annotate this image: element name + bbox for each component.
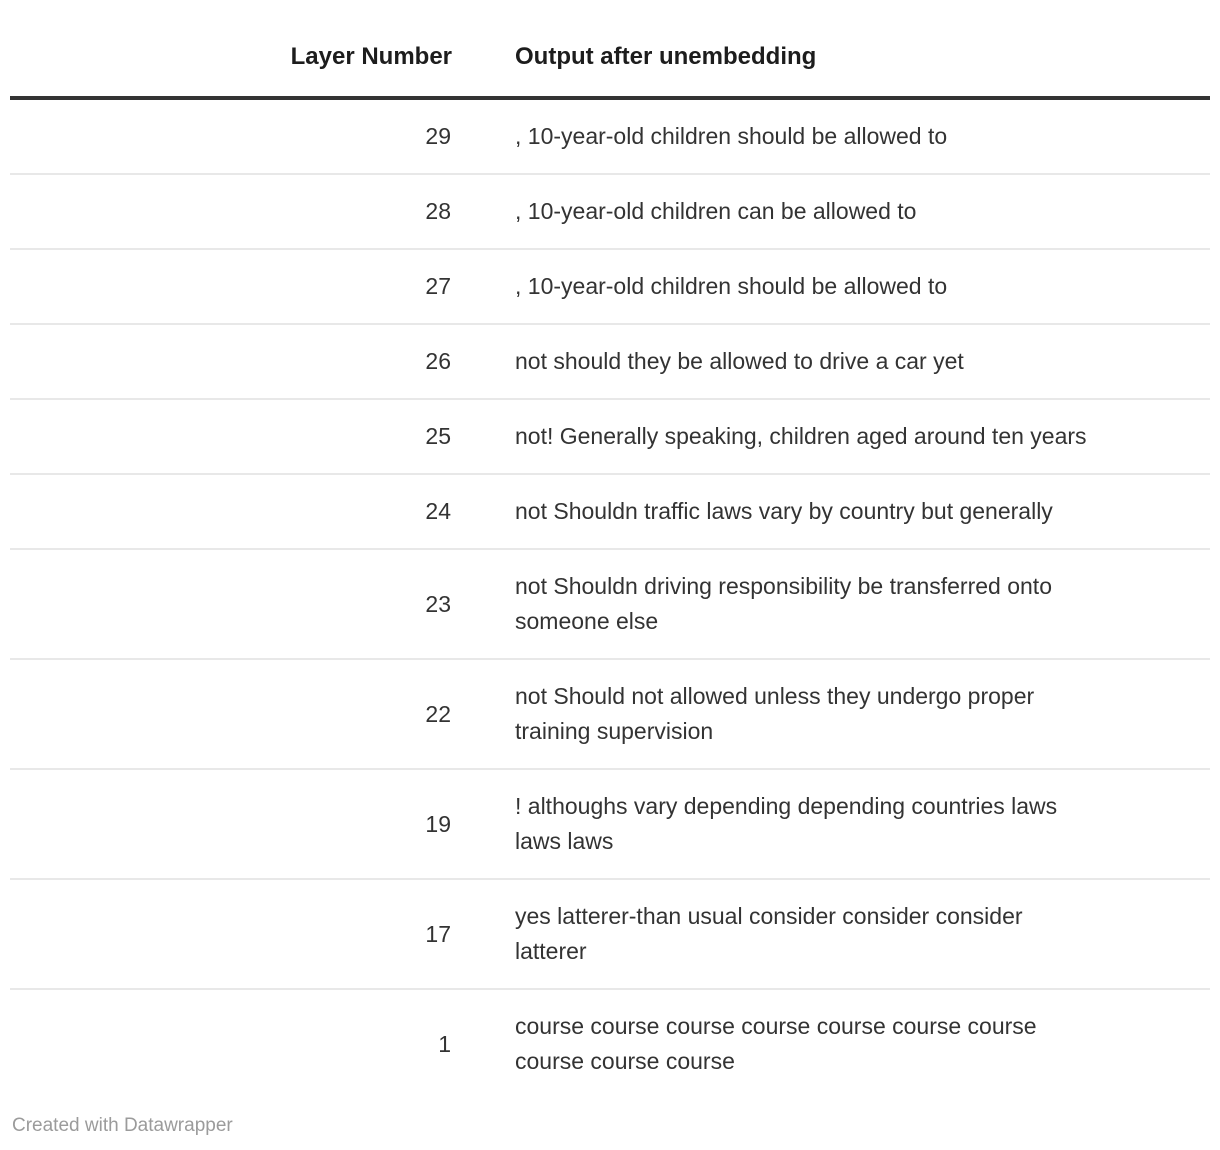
table-row: 23 not Shouldn driving responsibility be … <box>10 549 1210 660</box>
table-row: 1 course course course course course cour… <box>10 989 1210 1098</box>
table-row: 25 not! Generally speaking, children aged… <box>10 399 1210 475</box>
layer-number-cell: 23 <box>10 549 452 660</box>
table-row: 28, 10-year-old children can be allowed … <box>10 174 1210 250</box>
column-header-output-after-unembedding: Output after unembedding <box>452 42 1210 100</box>
output-cell: not Should not allowed unless they under… <box>452 659 1210 770</box>
output-cell: , 10-year-old children should be allowed… <box>452 249 1210 325</box>
table-row: 29, 10-year-old children should be allow… <box>10 98 1210 175</box>
table-header-row: Layer Number Output after unembedding <box>10 42 1210 100</box>
output-cell: not Shouldn driving responsibility be tr… <box>452 549 1210 660</box>
layer-number-cell: 26 <box>10 324 452 400</box>
table-body: 29, 10-year-old children should be allow… <box>10 98 1210 1098</box>
layer-number-cell: 17 <box>10 879 452 990</box>
layer-number-cell: 22 <box>10 659 452 770</box>
datawrapper-credit: Created with Datawrapper <box>12 1115 233 1136</box>
output-cell: yes latterer-than usual consider conside… <box>452 879 1210 990</box>
table-row: 17 yes latterer-than usual consider consi… <box>10 879 1210 990</box>
table-row: 19! althoughs vary depending depending c… <box>10 769 1210 880</box>
table-row: 22 not Should not allowed unless they und… <box>10 659 1210 770</box>
output-cell: , 10-year-old children can be allowed to <box>452 174 1210 250</box>
output-cell: course course course course course cours… <box>515 1013 1037 1074</box>
output-cell: not should they be allowed to drive a ca… <box>452 324 1210 400</box>
layer-number-cell: 27 <box>10 249 452 325</box>
output-cell: , 10-year-old children should be allowed… <box>452 98 1210 175</box>
layer-number-cell: 1 <box>438 1030 451 1057</box>
layer-number-cell: 28 <box>10 174 452 250</box>
output-cell: ! althoughs vary depending depending cou… <box>452 769 1210 880</box>
table-row: 24 not Shouldn traffic laws vary by count… <box>10 474 1210 550</box>
table-row: 27, 10-year-old children should be allow… <box>10 249 1210 325</box>
output-cell: not! Generally speaking, children aged a… <box>452 399 1210 475</box>
column-header-layer-number: Layer Number <box>10 42 452 100</box>
layer-output-table: Layer Number Output after unembedding 29… <box>10 42 1210 1098</box>
layer-number-cell: 19 <box>10 769 452 880</box>
layer-number-cell: 29 <box>10 98 452 175</box>
layer-number-cell: 24 <box>10 474 452 550</box>
output-cell: not Shouldn traffic laws vary by country… <box>452 474 1210 550</box>
table-header: Layer Number Output after unembedding <box>10 42 1210 100</box>
table-row: 26 not should they be allowed to drive a … <box>10 324 1210 400</box>
layer-number-cell: 25 <box>10 399 452 475</box>
